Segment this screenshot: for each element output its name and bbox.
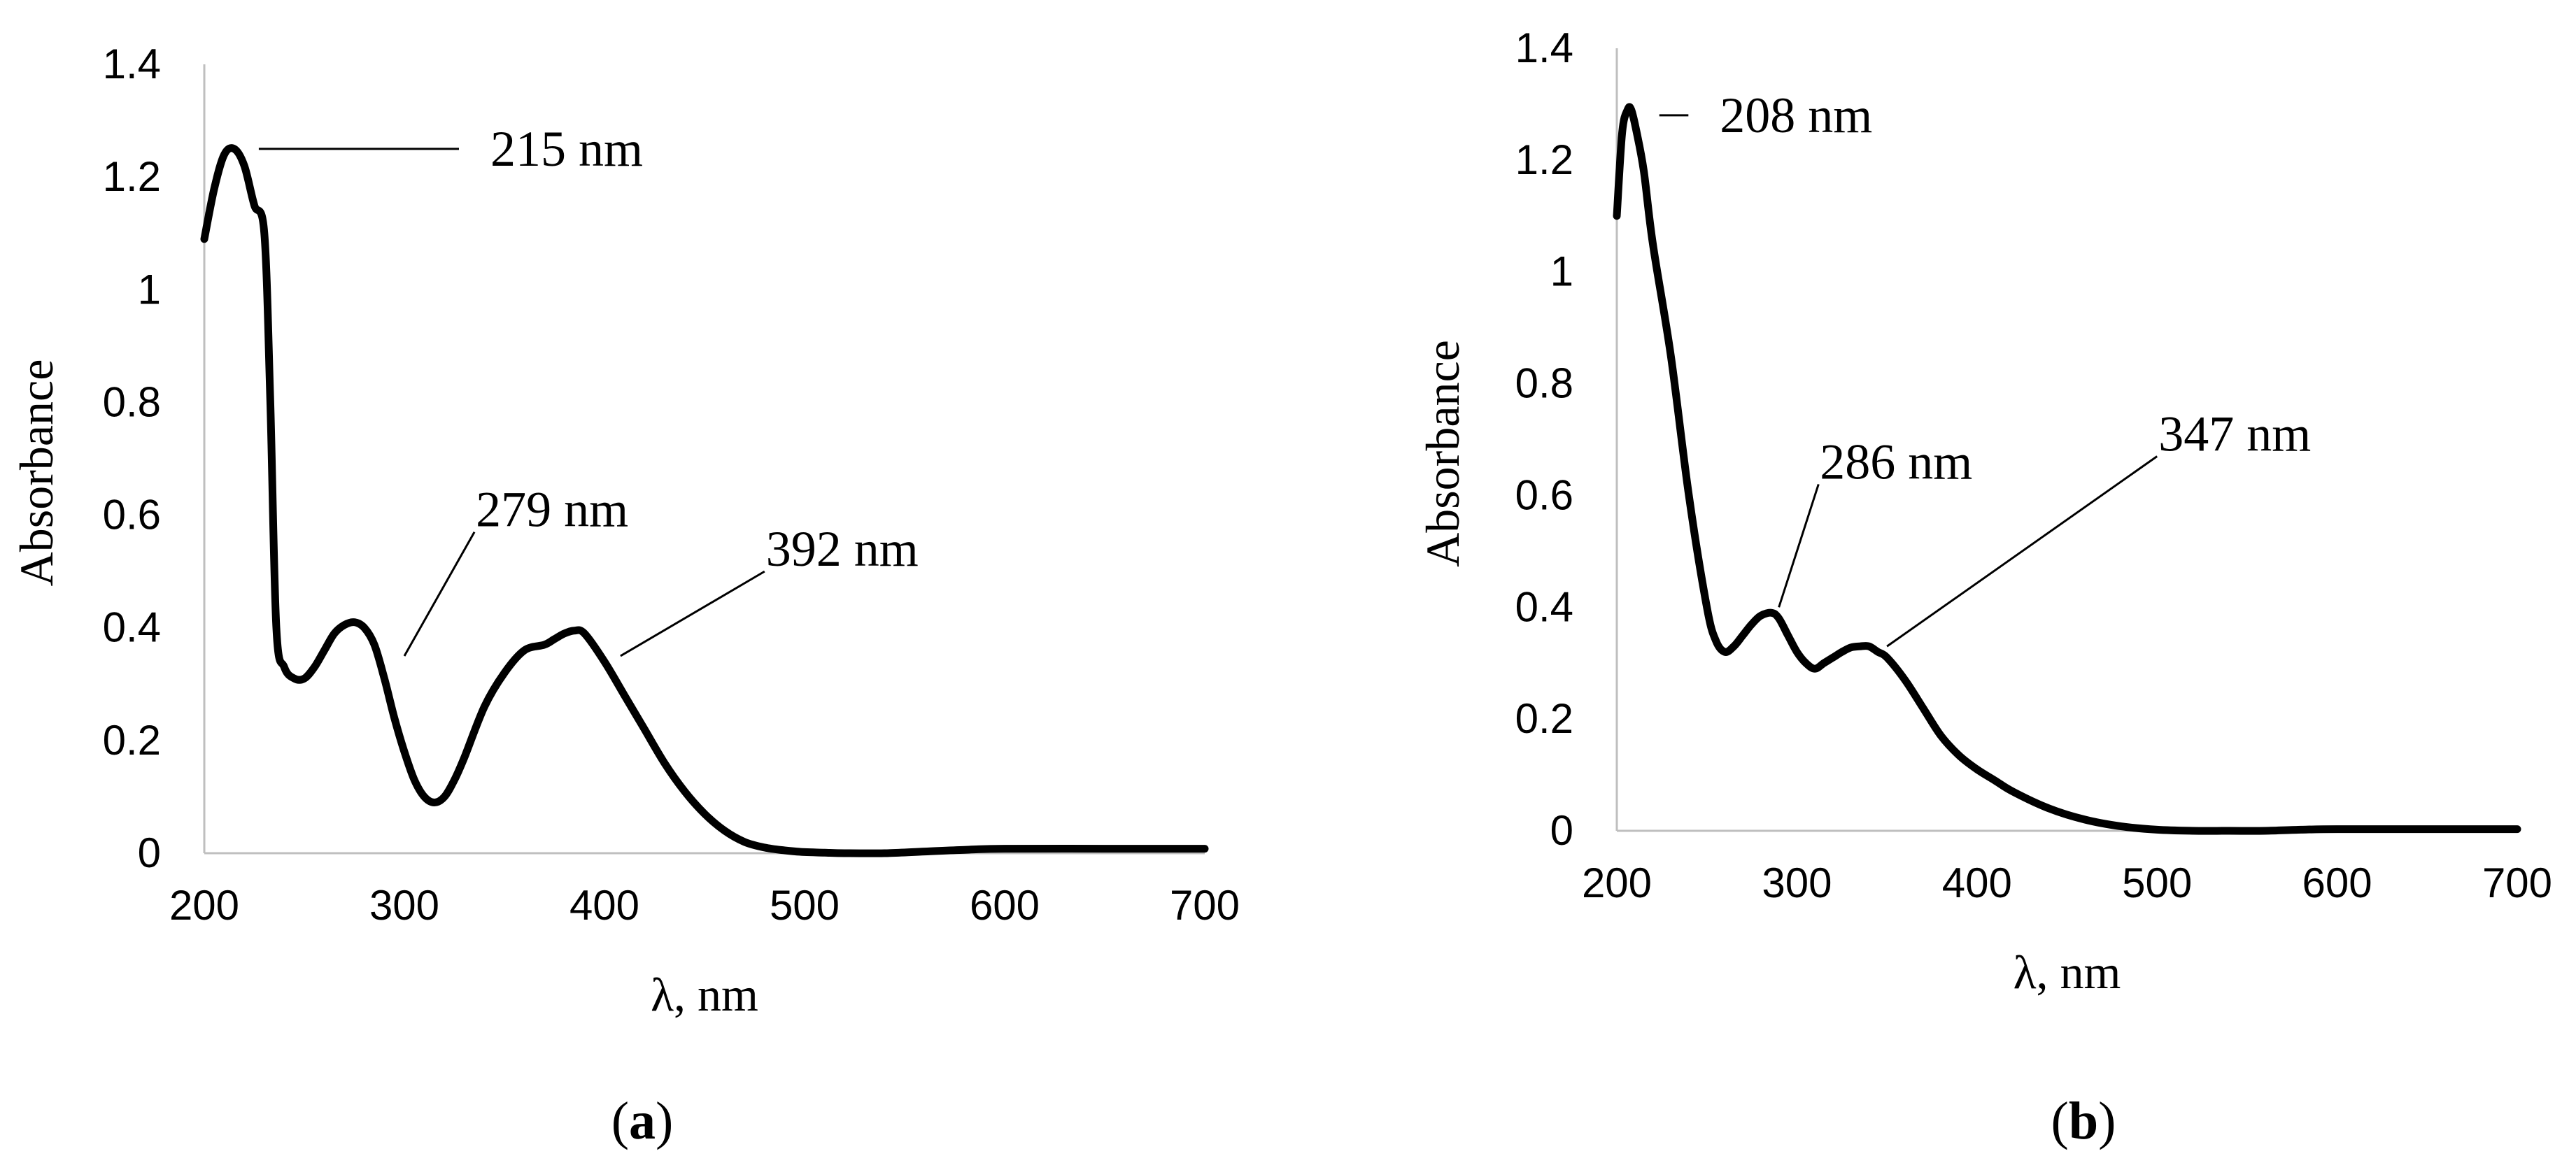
x-tick-label: 600 xyxy=(970,882,1040,929)
x-tick-label: 500 xyxy=(2122,859,2192,906)
x-tick-label: 700 xyxy=(2482,859,2552,906)
x-axis-label: λ, nm xyxy=(651,968,758,1021)
panel-label: (a) xyxy=(611,1092,674,1150)
x-tick-label: 600 xyxy=(2302,859,2372,906)
x-tick-label: 300 xyxy=(369,882,439,929)
x-tick-label: 200 xyxy=(169,882,239,929)
peak-annotation: 208 nm xyxy=(1720,87,1872,143)
y-tick-label: 0 xyxy=(138,829,161,876)
y-tick-label: 0.4 xyxy=(1515,583,1573,630)
y-tick-label: 0.4 xyxy=(103,604,161,651)
x-tick-label: 300 xyxy=(1762,859,1832,906)
peak-annotation: 286 nm xyxy=(1820,434,1972,490)
y-tick-label: 0.6 xyxy=(1515,471,1573,518)
x-tick-label: 400 xyxy=(569,882,639,929)
y-tick-label: 0.2 xyxy=(103,717,161,764)
peak-annotation: 215 nm xyxy=(490,121,643,177)
panel-letter: b xyxy=(2069,1092,2098,1150)
panel-letter: a xyxy=(629,1092,656,1150)
y-tick-label: 0.6 xyxy=(103,492,161,538)
annotation-leader xyxy=(1778,483,1820,608)
y-tick-label: 1.4 xyxy=(1515,24,1573,71)
y-tick-label: 0.8 xyxy=(1515,360,1573,407)
y-tick-label: 1.2 xyxy=(1515,136,1573,183)
panel-label: (b) xyxy=(2051,1092,2116,1150)
y-tick-label: 0 xyxy=(1550,807,1573,854)
x-axis-label: λ, nm xyxy=(2014,946,2121,999)
spectrum-line xyxy=(1613,103,2521,835)
x-tick-label: 400 xyxy=(1942,859,2012,906)
chart-panel-a: 0 0.2 0.4 0.6 0.8 1 1.2 1.4 200 300 400 500 600 700 λ,… xyxy=(10,41,1240,1150)
x-tick-label: 700 xyxy=(1170,882,1240,929)
y-tick-label: 0.8 xyxy=(103,378,161,425)
peak-annotation: 347 nm xyxy=(2158,406,2311,462)
y-axis-label: Absorbance xyxy=(10,359,63,587)
peak-annotation: 279 nm xyxy=(476,482,628,538)
y-axis-label: Absorbance xyxy=(1416,340,1469,567)
y-tick-label: 1 xyxy=(138,266,161,313)
peak-annotation: 392 nm xyxy=(766,521,919,577)
annotation-leader xyxy=(620,570,765,657)
annotation-leader xyxy=(403,532,476,657)
annotation-leader xyxy=(1886,455,2158,648)
y-tick-label: 1 xyxy=(1550,248,1573,295)
y-tick-label: 1.4 xyxy=(103,41,161,87)
chart-panel-b: 0 0.2 0.4 0.6 0.8 1 1.2 1.4 200 300 400 500 600 700 λ,… xyxy=(1416,24,2552,1150)
y-tick-label: 0.2 xyxy=(1515,695,1573,742)
x-tick-label: 500 xyxy=(770,882,840,929)
x-tick-label: 200 xyxy=(1582,859,1652,906)
y-tick-label: 1.2 xyxy=(103,153,161,200)
spectrum-line xyxy=(200,144,1209,857)
